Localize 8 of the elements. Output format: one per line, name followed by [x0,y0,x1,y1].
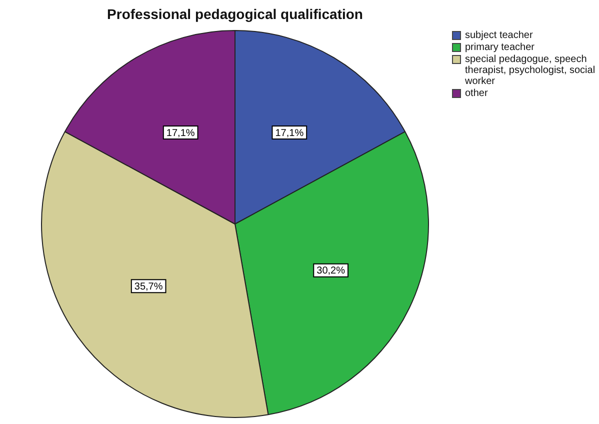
data-label: 30,2% [316,266,346,277]
legend-label: subject teacher [465,30,533,41]
data-label: 35,7% [134,281,163,292]
chart-title: Professional pedagogical qualification [106,6,364,22]
legend-label: primary teacher [465,42,534,53]
data-label: 17,1% [166,128,195,139]
legend-label: other [465,88,488,99]
data-label: 17,1% [275,128,304,139]
